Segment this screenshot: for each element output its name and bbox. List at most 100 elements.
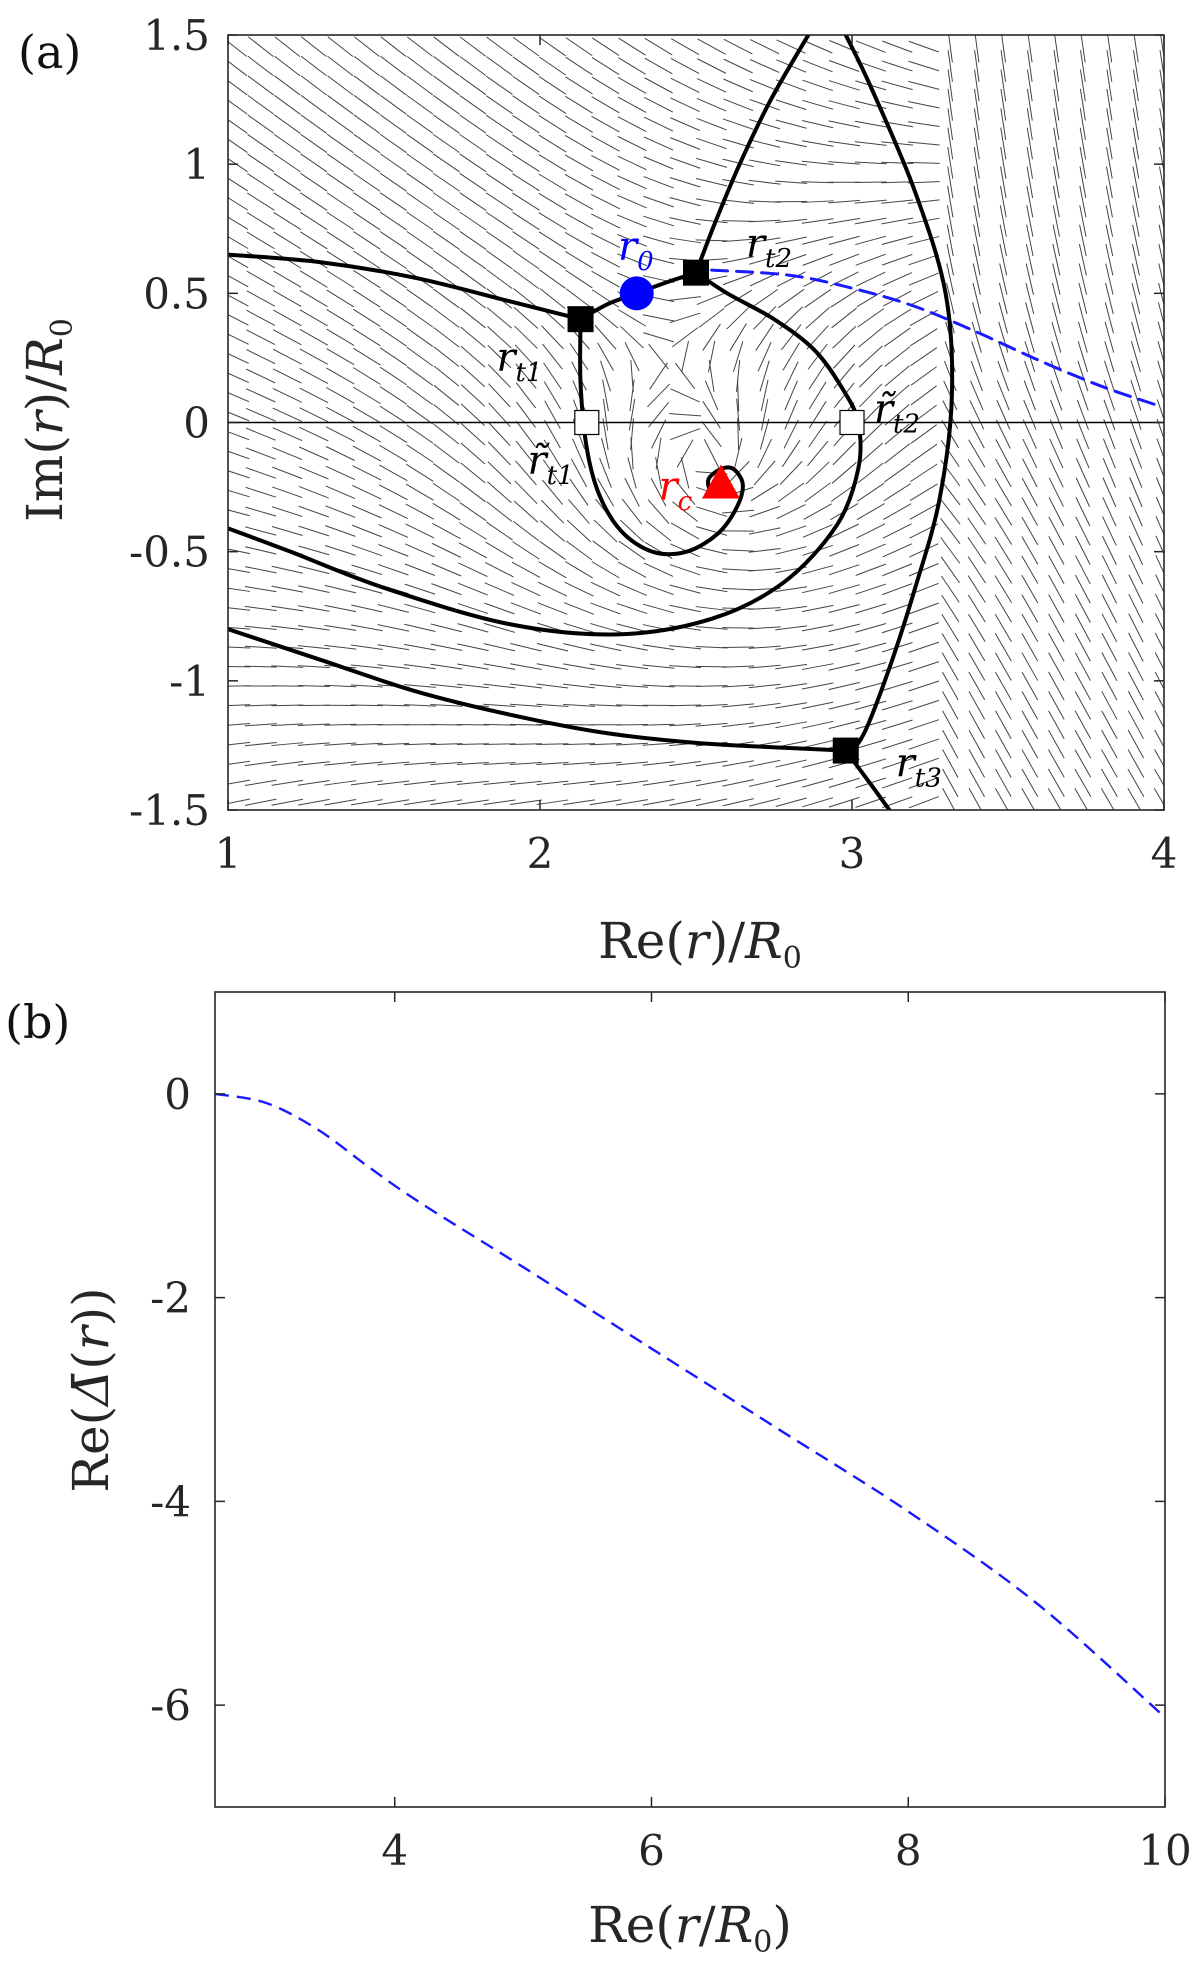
field-segment (1026, 205, 1034, 237)
field-segment (431, 542, 462, 558)
field-segment (775, 683, 808, 689)
xtick-label: 8 (895, 1826, 922, 1875)
field-segment (940, 439, 960, 468)
field-segment (228, 587, 251, 592)
field-segment (908, 757, 940, 770)
field-segment (1128, 516, 1143, 546)
field-segment (1048, 613, 1065, 643)
field-segment (272, 446, 303, 461)
field-segment (617, 155, 647, 171)
field-segment (485, 521, 513, 541)
field-segment (651, 419, 667, 449)
field-segment (459, 75, 487, 96)
field-segment (801, 720, 834, 729)
field-segment (801, 739, 834, 749)
field-segment (325, 406, 355, 423)
field-segment (563, 683, 595, 689)
field-segment (589, 663, 622, 670)
field-segment (882, 272, 913, 287)
field-segment (432, 133, 460, 154)
field-segment (460, 345, 486, 368)
field-segment (589, 799, 622, 806)
field-segment (942, 749, 959, 778)
field-segment (1026, 127, 1033, 160)
field-segment (669, 564, 701, 576)
field-segment (808, 362, 827, 390)
field-segment (460, 307, 486, 329)
field-segment (379, 425, 408, 443)
field-segment (273, 192, 301, 211)
field-segment (591, 135, 620, 152)
field-segment (1075, 477, 1091, 507)
field-segment (1021, 477, 1038, 507)
field-segment (729, 323, 747, 352)
field-segment (749, 119, 781, 130)
field-segment (1051, 282, 1061, 315)
field-segment (485, 173, 514, 192)
field-segment (244, 723, 277, 727)
field-segment (379, 366, 407, 386)
field-segment (1156, 418, 1164, 441)
field-segment (722, 509, 755, 514)
field-segment (1132, 127, 1140, 160)
field-segment (669, 413, 702, 417)
field-segment (855, 700, 887, 711)
field-segment (483, 761, 516, 766)
field-segment (946, 282, 955, 315)
field-segment (228, 255, 249, 269)
field-segment (1021, 536, 1039, 565)
field-segment (1160, 35, 1164, 61)
field-segment (999, 263, 1008, 295)
field-segment (380, 55, 407, 77)
field-segment (228, 741, 251, 746)
field-segment (1048, 729, 1065, 759)
field-segment (1128, 535, 1144, 566)
field-segment (910, 463, 938, 483)
field-segment (353, 153, 381, 173)
field-segment (403, 743, 436, 746)
field-segment (299, 348, 329, 365)
field-segment (948, 35, 953, 63)
field-segment (736, 398, 741, 431)
field-segment (246, 212, 275, 230)
field-segment (433, 404, 460, 426)
field-segment (617, 194, 647, 209)
field-segment (649, 362, 668, 390)
field-segment (406, 444, 434, 463)
field-segment (643, 583, 674, 596)
field-segment (1106, 88, 1113, 121)
field-segment (801, 160, 834, 166)
field-segment (1158, 205, 1164, 232)
field-segment (749, 98, 780, 111)
field-segment (460, 422, 486, 446)
field-segment (592, 540, 619, 561)
field-segment (1105, 263, 1114, 295)
field-segment (244, 704, 277, 707)
field-segment (695, 239, 728, 242)
annotation-0: r0 (618, 224, 654, 277)
field-segment (855, 235, 887, 246)
field-segment (228, 779, 251, 785)
field-segment (247, 134, 275, 153)
field-segment (973, 127, 980, 160)
field-segment (1101, 691, 1118, 720)
field-segment (616, 623, 648, 633)
field-segment (483, 663, 516, 670)
field-segment (722, 220, 755, 222)
field-segment (539, 37, 566, 57)
field-segment (1102, 438, 1116, 469)
field-segment (1053, 88, 1060, 121)
field-segment (458, 562, 488, 577)
field-segment (908, 254, 940, 266)
field-segment (909, 543, 939, 558)
field-segment (515, 421, 536, 448)
field-segment (629, 379, 635, 412)
field-segment (433, 307, 460, 328)
field-segment (228, 99, 248, 115)
field-segment (881, 777, 913, 789)
field-segment (511, 581, 541, 597)
field-segment (353, 114, 381, 134)
field-segment (405, 483, 434, 501)
field-segment (669, 604, 701, 613)
field-segment (1078, 244, 1087, 276)
